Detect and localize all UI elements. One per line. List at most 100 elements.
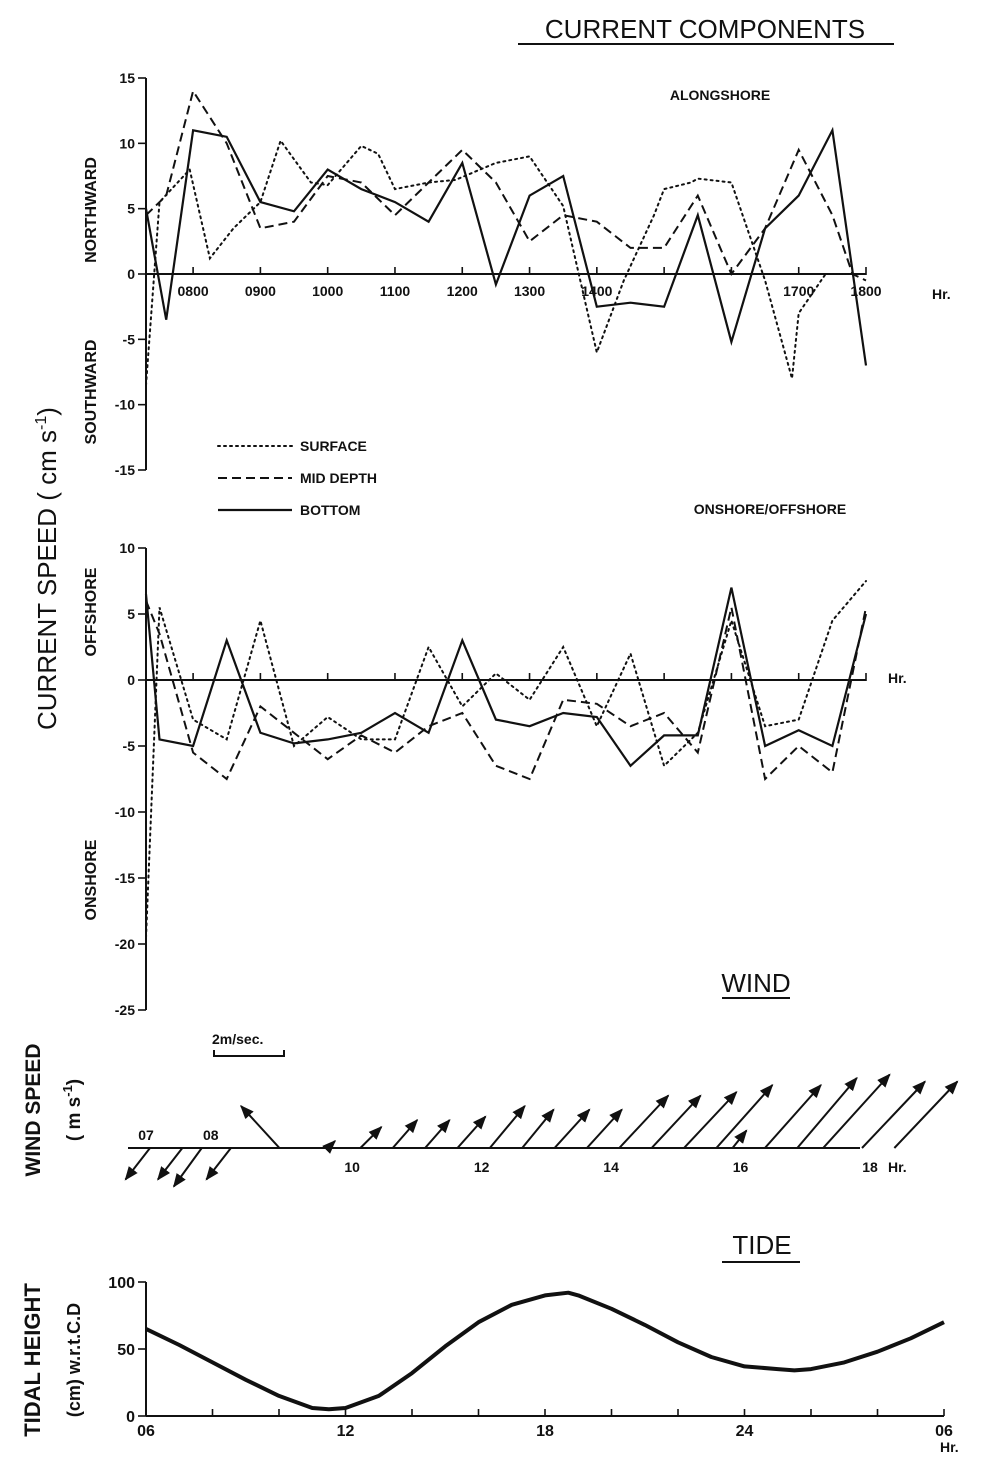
wind-ylabel: WIND SPEED <box>22 1043 45 1176</box>
wind-vector-5 <box>322 1140 336 1154</box>
wind-vector-22 <box>861 1080 926 1149</box>
tide-ylabel: TIDAL HEIGHT <box>20 1283 45 1437</box>
current-speed-ylabel: CURRENT SPEED ( cm s-1) <box>32 407 62 730</box>
x-tick-label-0-0: 0800 <box>178 283 209 299</box>
wind-vector-2 <box>172 1147 203 1188</box>
y-tick-label-1-4: -10 <box>115 804 135 820</box>
wind-vector-1 <box>157 1147 184 1181</box>
offshore-label: OFFSHORE <box>83 567 100 656</box>
wind-ylabel-units: ( m s-1) <box>60 1079 85 1141</box>
wind-vector-18 <box>731 1129 748 1149</box>
wind-scale-bar <box>213 1050 285 1057</box>
wind-vector-11 <box>521 1108 555 1149</box>
y-tick-label-1-5: -15 <box>115 870 135 886</box>
tide-x-tick-label-0: 06 <box>137 1423 155 1440</box>
wind-panel: WIND WIND SPEED ( m s-1) 2m/sec. Hr. 07 0… <box>22 968 959 1188</box>
x-tick-label-0-3: 1100 <box>380 283 411 299</box>
wind-hr-unit: Hr. <box>888 1159 907 1175</box>
tide-ylabel-units: (cm) w.r.t.C.D <box>64 1303 84 1417</box>
tide-y-tick-label-1: 50 <box>117 1342 135 1359</box>
wind-vector-0 <box>124 1147 151 1181</box>
wind-ylabel-units-sup: -1 <box>60 1085 75 1097</box>
current-speed-ylabel-close: ) <box>32 407 62 416</box>
wind-vector-19 <box>764 1083 822 1149</box>
wind-vector-7 <box>391 1118 419 1149</box>
wind-vector-17 <box>715 1083 774 1149</box>
tide-x-tick-label-1: 12 <box>337 1423 355 1440</box>
y-tick-label-1-7: -25 <box>115 1002 135 1018</box>
onshore-offshore-title: ONSHORE/OFFSHORE <box>694 501 846 517</box>
series-0-surface <box>145 138 854 387</box>
southward-label: SOUTHWARD <box>83 340 100 445</box>
y-tick-label-1-2: 0 <box>127 672 135 688</box>
legend-mid-depth-label: MID DEPTH <box>300 470 377 486</box>
x-tick-label-0-5: 1300 <box>514 283 545 299</box>
y-tick-label-0-5: -10 <box>115 397 135 413</box>
legend-surface-label: SURFACE <box>300 438 367 454</box>
alongshore-title: ALONGSHORE <box>670 87 770 103</box>
wind-vector-21 <box>822 1073 891 1149</box>
wind-vector-14 <box>618 1094 670 1149</box>
wind-scale-label: 2m/sec. <box>212 1031 263 1047</box>
y-tick-label-0-6: -15 <box>115 462 135 478</box>
y-tick-label-0-0: 15 <box>119 70 135 86</box>
tide-hr-unit: Hr. <box>940 1439 959 1455</box>
wind-vector-15 <box>650 1094 702 1149</box>
y-tick-label-0-4: -5 <box>123 331 136 347</box>
tide-x-tick-label-2: 18 <box>536 1423 554 1440</box>
wind-vector-9 <box>456 1115 487 1149</box>
tide-curve <box>145 1290 945 1412</box>
tide-y-tick-label-0: 100 <box>108 1275 135 1292</box>
y-tick-label-0-2: 5 <box>127 201 135 217</box>
wind-tick-label-3: 12 <box>474 1159 490 1175</box>
legend-bottom-label: BOTTOM <box>300 502 360 518</box>
x-tick-label-0-9: 1700 <box>783 283 814 299</box>
y-tick-label-1-1: 5 <box>127 606 135 622</box>
onshore-label: ONSHORE <box>83 839 100 920</box>
wind-ylabel-units-main: ( m s <box>64 1097 85 1141</box>
northward-label: NORTHWARD <box>83 157 100 263</box>
tide-x-tick-label-3: 24 <box>736 1423 754 1440</box>
wind-vector-20 <box>796 1076 858 1149</box>
alongshore-panel: ALONGSHORE NORTHWARD SOUTHWARD Hr. 15 10 5… <box>83 70 951 478</box>
wind-vector-12 <box>553 1108 591 1149</box>
wind-tick-label-5: 16 <box>733 1159 749 1175</box>
wind-tick-label-2: 10 <box>344 1159 360 1175</box>
series-1-mid-depth <box>145 600 867 782</box>
wind-vector-16 <box>683 1090 738 1149</box>
wind-vector-6 <box>359 1126 383 1149</box>
x-tick-label-0-1: 0900 <box>245 283 276 299</box>
wind-vector-23 <box>893 1080 959 1149</box>
x-tick-label-0-4: 1200 <box>447 283 478 299</box>
legend: SURFACE MID DEPTH BOTTOM <box>217 438 377 518</box>
y-tick-label-0-3: 0 <box>127 266 135 282</box>
wind-tick-label-6: 18 <box>862 1159 878 1175</box>
x-tick-label-0-10: 1800 <box>850 283 881 299</box>
wind-vector-4 <box>240 1104 281 1149</box>
x-tick-label-0-2: 1000 <box>312 283 343 299</box>
series-0-bottom <box>144 126 868 366</box>
x-tick-label-0-6: 1400 <box>581 283 612 299</box>
wind-ylabel-units-close: ) <box>64 1079 85 1085</box>
onshore-offshore-hr-unit: Hr. <box>888 670 907 686</box>
onshore-offshore-panel: ONSHORE/OFFSHORE OFFSHORE ONSHORE Hr. 10… <box>83 501 907 1018</box>
series-1-surface <box>145 580 867 939</box>
y-tick-label-0-1: 10 <box>119 135 135 151</box>
wind-vector-3 <box>205 1147 232 1181</box>
wind-title: WIND <box>721 968 790 998</box>
tide-title: TIDE <box>732 1230 791 1260</box>
tide-y-tick-label-2: 0 <box>126 1409 135 1426</box>
series-0-mid-depth <box>145 88 867 282</box>
tide-panel: TIDE TIDAL HEIGHT (cm) w.r.t.C.D Hr. 100… <box>20 1230 959 1455</box>
wind-vector-10 <box>489 1104 526 1149</box>
wind-tick-label-4: 14 <box>603 1159 619 1175</box>
current-speed-ylabel-main: CURRENT SPEED ( cm s <box>32 430 62 730</box>
wind-vector-8 <box>424 1118 451 1149</box>
series-1-bottom <box>144 587 868 768</box>
y-tick-label-1-6: -20 <box>115 936 135 952</box>
wind-tick-label-0: 07 <box>138 1127 154 1143</box>
current-speed-ylabel-sup: -1 <box>33 416 50 430</box>
wind-tick-label-1: 08 <box>203 1127 219 1143</box>
alongshore-hr-unit: Hr. <box>932 286 951 302</box>
